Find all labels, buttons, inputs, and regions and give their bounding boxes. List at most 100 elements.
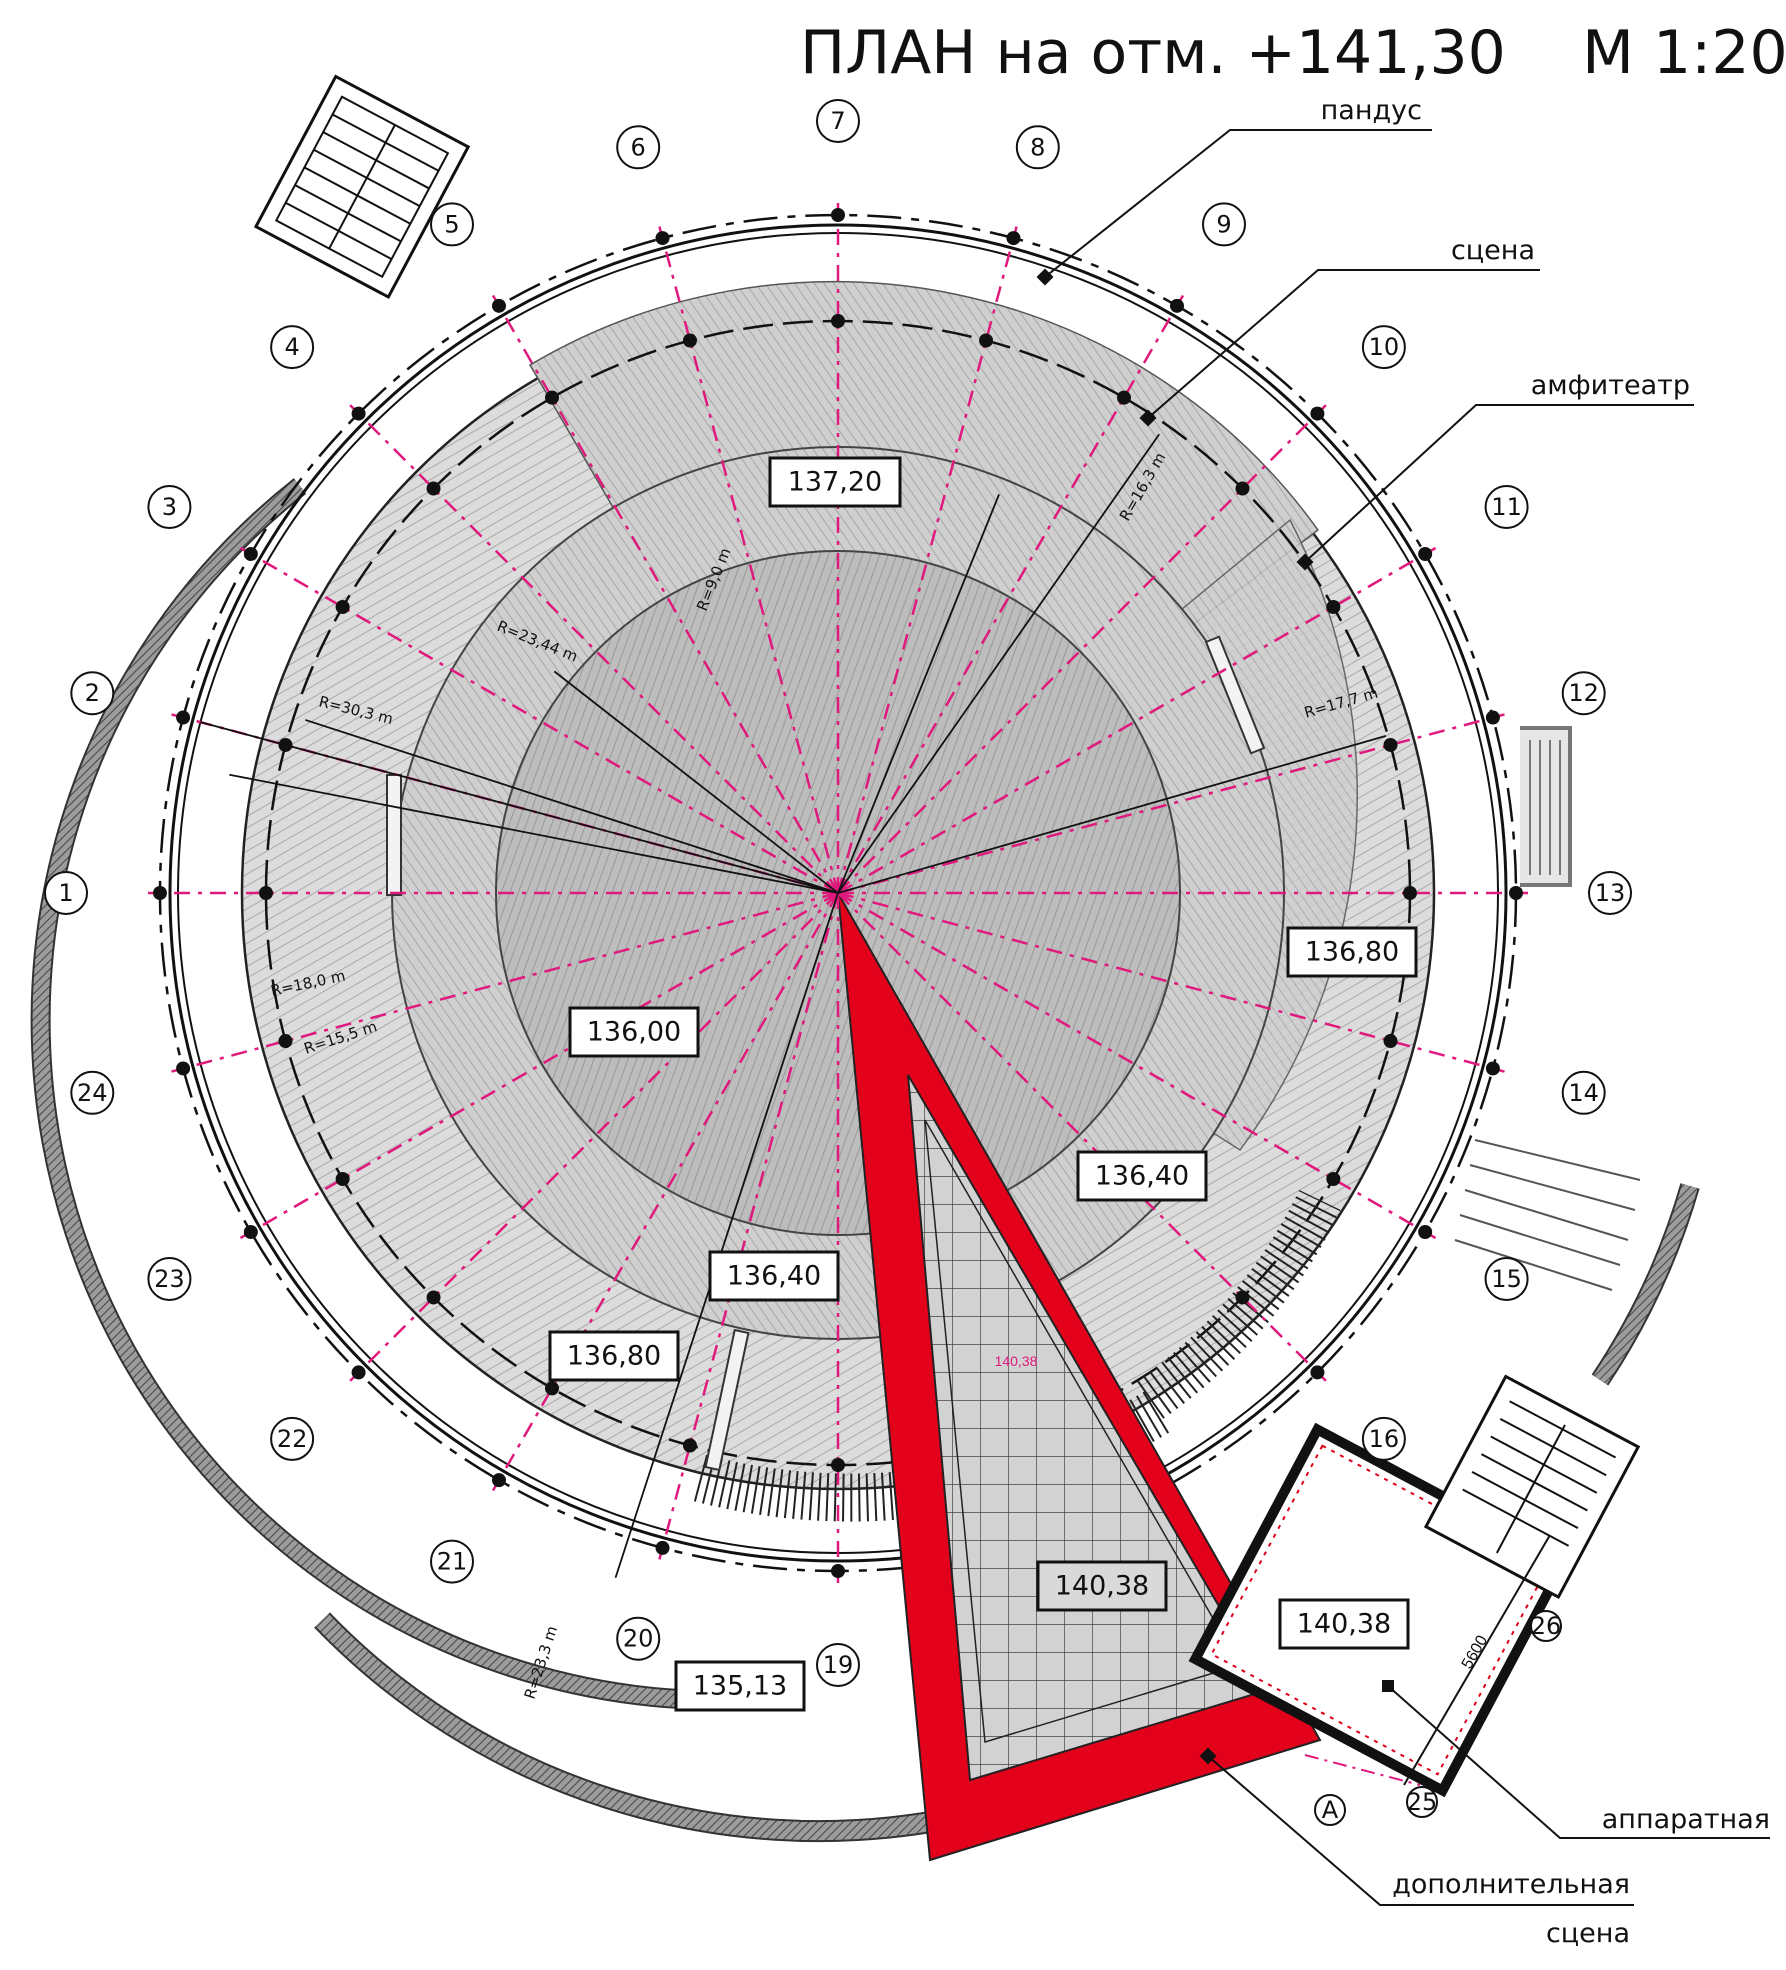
stair-top-left (253, 74, 471, 300)
column-dot-14-inner (1383, 1034, 1398, 1049)
axis-line-15 (837, 891, 1437, 1240)
axis-marker-19 (816, 1643, 860, 1687)
column-dot-13-outer (1509, 886, 1523, 900)
elevation-bottom: 136,40 (708, 1250, 840, 1302)
axis-line-20 (658, 892, 840, 1560)
axis-marker-6 (616, 125, 661, 170)
callout-ramp: пандус (1036, 95, 1432, 286)
column-dot-7-inner (831, 314, 845, 328)
axis-marker-12 (1561, 671, 1606, 716)
axis-label-16: 16 (1369, 1425, 1400, 1453)
axis-line-4 (349, 404, 839, 894)
radius-line-5 (837, 735, 1387, 894)
radius-line-8 (614, 892, 839, 1579)
column-dot-23-outer (243, 1225, 258, 1239)
column-dot-24-inner (278, 1034, 293, 1049)
column-dot-3-inner (335, 600, 350, 614)
elevation-triangle-text: 140,38 (1055, 1571, 1149, 1602)
column-dot-1-inner (259, 886, 273, 900)
column-dot-8-inner (979, 333, 994, 348)
elevation-right-text: 136,80 (1305, 937, 1399, 968)
axis-label-11: 11 (1491, 493, 1522, 521)
axis-marker-23 (147, 1257, 192, 1301)
axis-line-12 (837, 713, 1505, 895)
column-dot-15-outer (1418, 1225, 1433, 1239)
elevation-center-left: 136,00 (568, 1006, 700, 1058)
axis-line-8 (836, 226, 1018, 894)
axis-label-24: 24 (77, 1079, 108, 1107)
axis-label-5: 5 (444, 210, 459, 238)
axis-marker-11 (1484, 485, 1529, 529)
column-dot-2-inner (278, 737, 293, 752)
column-dot-16-outer (1310, 1365, 1325, 1380)
axis-marker-8 (1015, 125, 1060, 170)
axis-marker-2 (70, 671, 115, 716)
elevation-top: 137,20 (768, 456, 902, 508)
column-dot-20-inner (682, 1438, 697, 1453)
callout-control-room: аппаратная (1382, 1680, 1770, 1839)
callout-amphitheatre-text: амфитеатр (1531, 370, 1690, 401)
axis-line-23 (239, 891, 839, 1240)
axis-label-22: 22 (277, 1425, 308, 1453)
axis-line-6 (658, 226, 840, 894)
axis-line-10 (837, 404, 1327, 894)
callout-extra-stage: дополнительная сцена (1199, 1747, 1634, 1949)
column-dot-13-inner (1403, 886, 1417, 900)
column-dot-19-outer (831, 1564, 845, 1578)
column-dots (153, 208, 1523, 1578)
column-dot-24-outer (176, 1061, 191, 1076)
axis-line-24 (171, 891, 839, 1073)
elevation-outside: 135,13 (674, 1660, 806, 1712)
column-dot-10-outer (1310, 406, 1325, 421)
axis-marker-14 (1561, 1070, 1606, 1115)
axis-marker-4 (270, 325, 315, 370)
column-dot-21-outer (492, 1473, 506, 1488)
elevation-right: 136,80 (1286, 926, 1418, 978)
column-dot-23-inner (335, 1172, 350, 1186)
column-dot-4-outer (351, 406, 366, 421)
radius-line-7 (305, 719, 839, 894)
elevation-top-text: 137,20 (788, 467, 882, 498)
column-dot-22-outer (351, 1365, 366, 1380)
axis-marker-1 (44, 871, 88, 915)
axis-marker-10 (1361, 325, 1406, 370)
stair-southeast (1454, 1139, 1641, 1291)
axis-label-1: 1 (58, 879, 73, 907)
callout-amphitheatre: амфитеатр (1296, 370, 1694, 571)
axis-marker-7 (816, 99, 860, 143)
axis-label-10: 10 (1369, 333, 1400, 361)
callout-extra-stage-line2: сцена (1546, 1918, 1630, 1949)
column-dot-22-inner (426, 1290, 441, 1305)
column-dot-3-outer (243, 547, 258, 561)
axis-label-A: A (1322, 1796, 1339, 1824)
axis-marker-15 (1484, 1257, 1529, 1301)
column-dot-7-outer (831, 208, 845, 222)
elevation-control-room: 140,38 (1278, 1598, 1410, 1650)
column-dot-14-outer (1485, 1061, 1500, 1076)
column-dot-5-inner (545, 390, 559, 405)
elevation-outside-text: 135,13 (693, 1671, 787, 1702)
partition-left (386, 774, 402, 896)
callout-stage-text: сцена (1451, 235, 1535, 266)
axis-line-16 (837, 892, 1327, 1382)
radius-line-6 (229, 773, 839, 894)
callout-stage: сцена (1139, 235, 1540, 427)
axis-label-4: 4 (284, 333, 299, 361)
stair-east (1520, 726, 1572, 887)
axis-line-3 (239, 546, 839, 895)
callout-ramp-text: пандус (1321, 95, 1422, 126)
partition-right (1204, 635, 1266, 755)
column-dot-21-inner (545, 1381, 559, 1396)
callout-extra-stage-line1: дополнительная (1392, 1869, 1630, 1900)
column-dot-11-inner (1326, 600, 1341, 614)
outer-ring (168, 223, 1508, 1563)
axis-label-20: 20 (623, 1625, 654, 1653)
elevation-bottom-left-text: 136,80 (567, 1341, 661, 1372)
column-dot-1-outer (153, 886, 167, 900)
elevation-small-mark: 140,38 (995, 1353, 1038, 1369)
axis-label-8: 8 (1030, 133, 1045, 161)
column-dot-5-outer (492, 298, 506, 313)
column-dot-12-outer (1485, 710, 1500, 725)
axis-label-21: 21 (437, 1548, 468, 1576)
